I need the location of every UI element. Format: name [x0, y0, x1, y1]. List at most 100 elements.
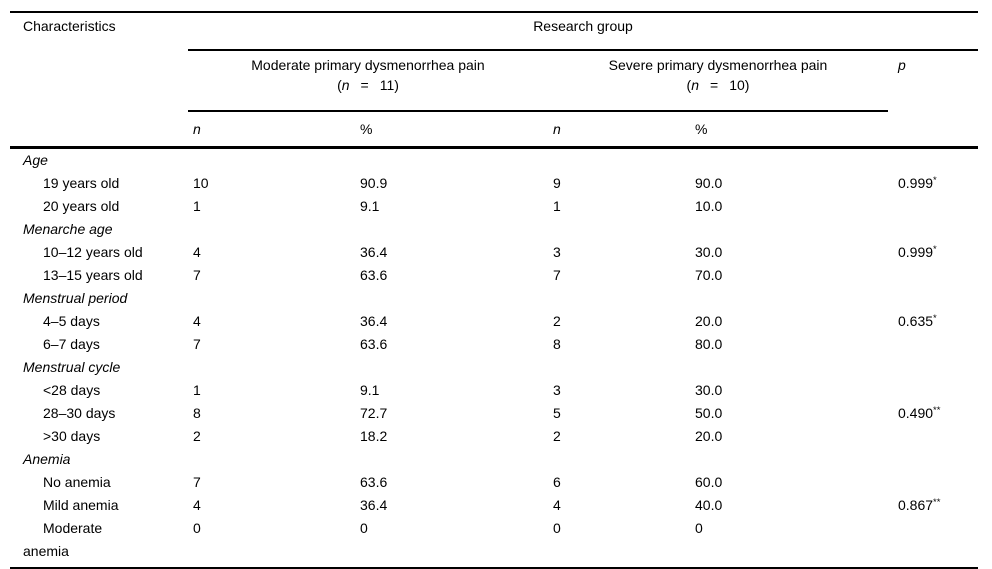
- section-label: Menstrual period: [23, 290, 128, 306]
- pct-moderate: 90.9: [360, 175, 388, 191]
- n-subheader-severe: n: [548, 111, 690, 149]
- n-moderate: 4: [193, 313, 201, 329]
- pct-severe: 60.0: [695, 474, 723, 490]
- data-row-4-5-days: 4–5 days 4 36.4 2 20.0 0.635*: [10, 310, 978, 333]
- spacer-cell: [10, 111, 188, 149]
- row-label: 20 years old: [43, 198, 120, 214]
- percent-subheader-severe: %: [690, 111, 888, 149]
- p-number: 0.490: [898, 405, 934, 421]
- data-row-10-12-years: 10–12 years old 4 36.4 3 30.0 0.999*: [10, 241, 978, 264]
- section-row-menstrual-cycle: Menstrual cycle: [10, 356, 978, 379]
- data-row-6-7-days: 6–7 days 7 63.6 8 80.0: [10, 333, 978, 356]
- n-severe: 8: [553, 336, 561, 352]
- row-label: >30 days: [43, 428, 101, 444]
- p-number: 0.635: [898, 313, 934, 329]
- pct-moderate: 18.2: [360, 428, 388, 444]
- pct-severe: 20.0: [695, 313, 723, 329]
- section-row-menstrual-period: Menstrual period: [10, 287, 978, 310]
- equals-sign: =: [360, 77, 369, 93]
- count-value: 11): [379, 77, 399, 93]
- significance-mark: **: [933, 405, 941, 416]
- spacer-cell: [888, 111, 979, 149]
- pct-moderate: 72.7: [360, 405, 388, 421]
- n-severe: 0: [553, 520, 561, 536]
- severe-group-header: Severe primary dysmenorrhea pain (n = 10): [548, 50, 888, 112]
- header-row-1: Characteristics Research group: [10, 12, 979, 51]
- pct-moderate: 36.4: [360, 497, 388, 513]
- pct-moderate: 63.6: [360, 267, 388, 283]
- severe-group-name: Severe primary dysmenorrhea pain: [608, 57, 828, 73]
- spacer-cell: [10, 50, 188, 111]
- n-severe: 1: [553, 198, 561, 214]
- row-label: 6–7 days: [43, 336, 100, 352]
- header-row-2: Moderate primary dysmenorrhea pain (n = 11…: [10, 50, 978, 112]
- n-symbol: n: [691, 77, 700, 93]
- p-value: 0.999*: [888, 241, 978, 264]
- n-moderate: 7: [193, 336, 201, 352]
- n-severe: 3: [553, 382, 561, 398]
- n-moderate: 10: [193, 175, 209, 191]
- pct-severe: 40.0: [695, 497, 723, 513]
- section-label: Menstrual cycle: [23, 359, 121, 375]
- n-moderate: 7: [193, 267, 201, 283]
- p-value: [888, 195, 978, 218]
- data-row-no-anemia: No anemia 7 63.6 6 60.0: [10, 471, 978, 494]
- data-row-13-15-years: 13–15 years old 7 63.6 7 70.0: [10, 264, 978, 287]
- n-severe: 2: [553, 428, 561, 444]
- section-label: Menarche age: [23, 221, 113, 237]
- row-label: 19 years old: [43, 175, 120, 191]
- n-subheader-moderate: n: [188, 111, 355, 149]
- p-value: [888, 471, 978, 494]
- pct-severe: 10.0: [695, 198, 723, 214]
- pct-severe: 30.0: [695, 244, 723, 260]
- n-severe: 9: [553, 175, 561, 191]
- n-severe: 2: [553, 313, 561, 329]
- paren-open: (: [686, 77, 692, 93]
- data-row-mild-anemia: Mild anemia 4 36.4 4 40.0 0.867**: [10, 494, 978, 517]
- data-row-19-years: 19 years old 10 90.9 9 90.0 0.999*: [10, 172, 978, 195]
- pct-severe: 70.0: [695, 267, 723, 283]
- row-label: 28–30 days: [43, 405, 116, 421]
- moderate-group-name: Moderate primary dysmenorrhea pain: [251, 57, 485, 73]
- data-row-20-years: 20 years old 1 9.1 1 10.0: [10, 195, 978, 218]
- section-row-menarche-age: Menarche age: [10, 218, 978, 241]
- section-label: Anemia: [23, 451, 71, 467]
- n-severe: 7: [553, 267, 561, 283]
- n-moderate: 2: [193, 428, 201, 444]
- paren-open: (: [337, 77, 342, 93]
- n-severe: 4: [553, 497, 561, 513]
- n-moderate: 4: [193, 244, 201, 260]
- n-severe: 3: [553, 244, 561, 260]
- row-label: 13–15 years old: [43, 267, 143, 283]
- pct-moderate: 36.4: [360, 244, 388, 260]
- p-value: 0.999*: [888, 172, 978, 195]
- data-row-lt-28-days: <28 days 1 9.1 3 30.0: [10, 379, 978, 402]
- research-group-header: Research group: [188, 12, 979, 51]
- p-value: [888, 425, 978, 448]
- section-row-anemia: Anemia: [10, 448, 978, 471]
- pct-severe: 80.0: [695, 336, 723, 352]
- p-value: 0.867**: [888, 494, 978, 517]
- data-row-moderate-anemia: Moderate anemia 0 0 0 0: [10, 517, 978, 568]
- pct-moderate: 36.4: [360, 313, 388, 329]
- header-row-3: n % n %: [10, 111, 979, 149]
- row-label: No anemia: [43, 474, 111, 490]
- row-label: <28 days: [43, 382, 101, 398]
- pct-moderate: 63.6: [360, 474, 388, 490]
- n-moderate: 7: [193, 474, 201, 490]
- p-value: [888, 379, 978, 402]
- p-value: [888, 264, 978, 287]
- count-value: 10): [729, 77, 750, 93]
- characteristics-header: Characteristics: [23, 18, 116, 34]
- section-label: Age: [23, 152, 48, 168]
- n-moderate: 4: [193, 497, 201, 513]
- data-row-28-30-days: 28–30 days 8 72.7 5 50.0 0.490**: [10, 402, 978, 425]
- moderate-group-header: Moderate primary dysmenorrhea pain (n = 11…: [188, 50, 548, 112]
- p-value: 0.635*: [888, 310, 978, 333]
- characteristics-table: Characteristics Research group Moderate …: [10, 11, 979, 569]
- percent-subheader-moderate: %: [355, 111, 548, 149]
- significance-mark: **: [933, 497, 941, 508]
- p-number: 0.867: [898, 497, 934, 513]
- pct-moderate: 9.1: [360, 198, 380, 214]
